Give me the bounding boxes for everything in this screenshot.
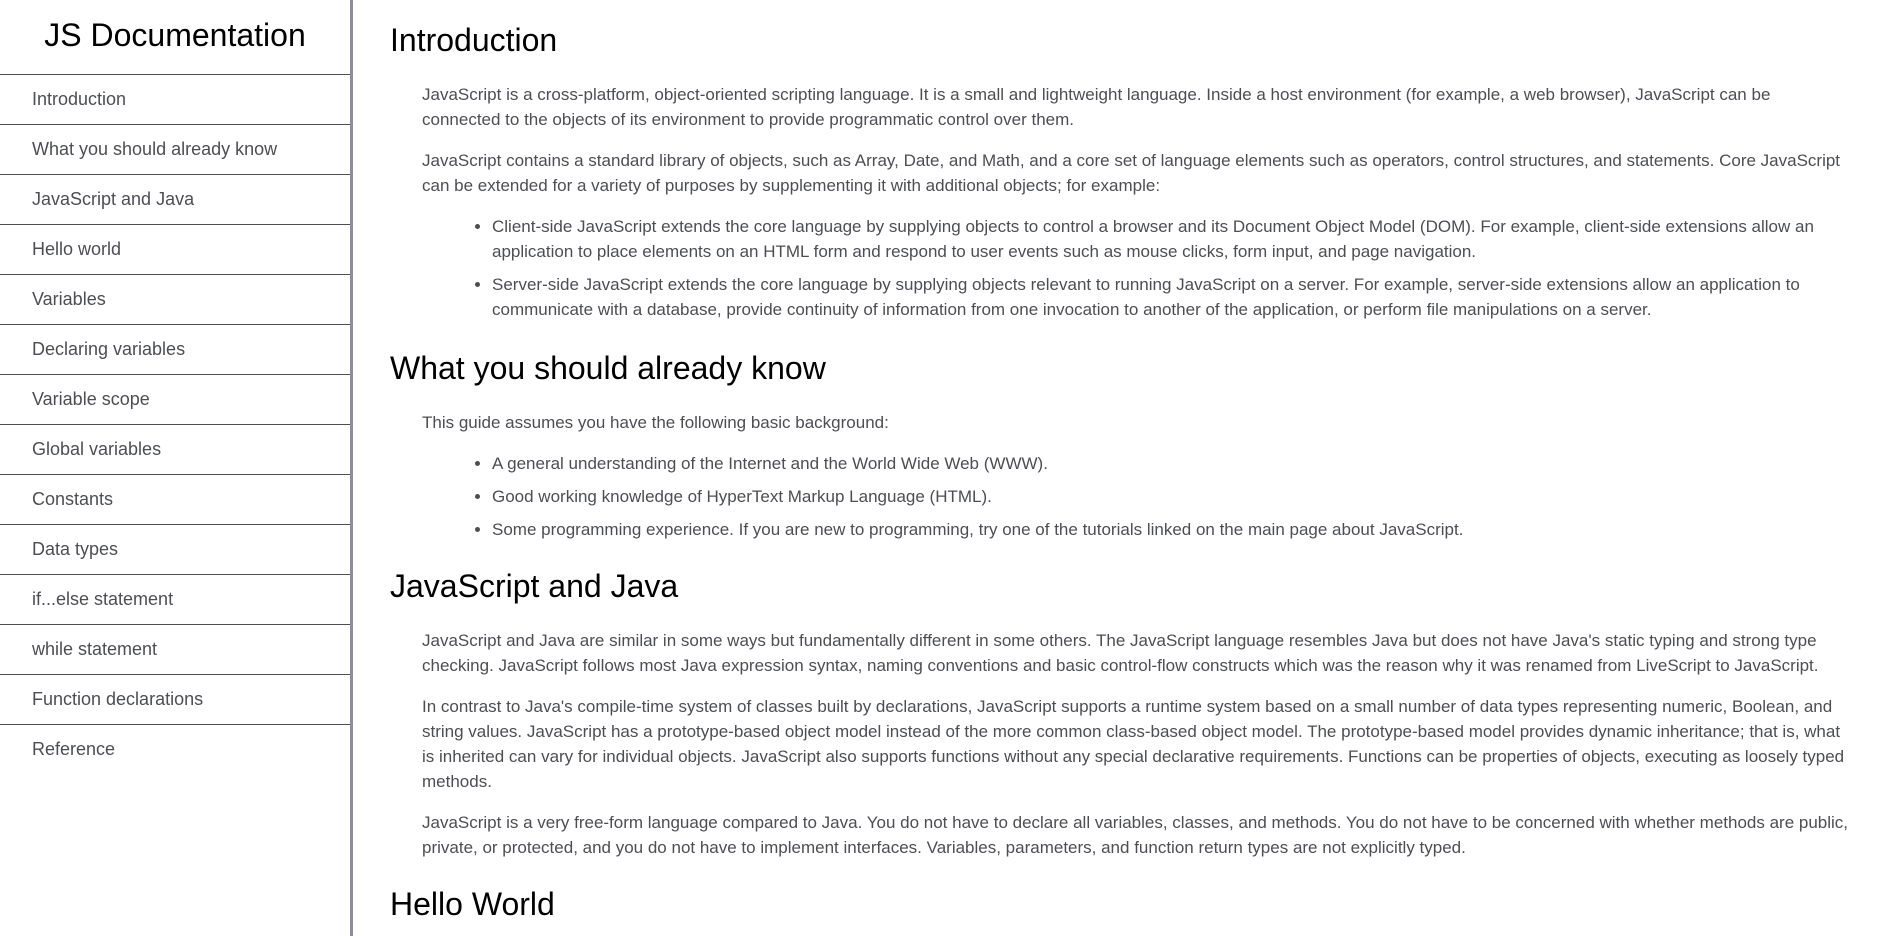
nav-item: while statement (0, 625, 350, 675)
paragraph: JavaScript is a very free-form language … (422, 813, 1849, 857)
section-title: Hello World (390, 886, 555, 922)
nav-item: Declaring variables (0, 325, 350, 375)
nav-link-function-declarations[interactable]: Function declarations (32, 689, 204, 709)
sidebar-nav: JS Documentation Introduction What you s… (0, 0, 353, 936)
nav-link-reference[interactable]: Reference (32, 739, 116, 759)
nav-item: Reference (0, 725, 350, 775)
list-item: Client-side JavaScript extends the core … (492, 214, 1850, 264)
bullet-list: Client-side JavaScript extends the core … (422, 214, 1850, 322)
nav-list: Introduction What you should already kno… (0, 75, 350, 775)
section-hello-world: Hello World (390, 884, 1850, 924)
section-title: What you should already know (390, 350, 826, 386)
nav-item: What you should already know (0, 125, 350, 175)
section-content: JavaScript and Java are similar in some … (390, 606, 1850, 860)
nav-link-while-statement[interactable]: while statement (32, 639, 158, 659)
nav-link-if-else-statement[interactable]: if...else statement (32, 589, 174, 609)
nav-item: Global variables (0, 425, 350, 475)
nav-item: Data types (0, 525, 350, 575)
paragraph: JavaScript and Java are similar in some … (422, 631, 1819, 675)
list-item: Good working knowledge of HyperText Mark… (492, 484, 1850, 509)
nav-link-constants[interactable]: Constants (32, 489, 114, 509)
paragraph: In contrast to Java's compile-time syste… (422, 697, 1845, 791)
paragraph: JavaScript contains a standard library o… (422, 151, 1841, 195)
paragraph: This guide assumes you have the followin… (422, 413, 889, 432)
nav-item: Introduction (0, 75, 350, 125)
main-doc: Introduction JavaScript is a cross-platf… (390, 0, 1850, 936)
list-item: A general understanding of the Internet … (492, 451, 1850, 476)
nav-link-variable-scope[interactable]: Variable scope (32, 389, 150, 409)
list-item: Server-side JavaScript extends the core … (492, 272, 1850, 322)
paragraph: JavaScript is a cross-platform, object-o… (422, 85, 1771, 129)
section-content: This guide assumes you have the followin… (390, 388, 1850, 542)
nav-item: if...else statement (0, 575, 350, 625)
nav-item: Constants (0, 475, 350, 525)
list-item: Some programming experience. If you are … (492, 517, 1850, 542)
section-content: JavaScript is a cross-platform, object-o… (390, 60, 1850, 322)
section-title: Introduction (390, 22, 558, 58)
bullet-list: A general understanding of the Internet … (422, 451, 1850, 542)
section-what-you-should-already-know: What you should already know This guide … (390, 348, 1850, 552)
nav-link-variables[interactable]: Variables (32, 289, 106, 309)
section-title: JavaScript and Java (390, 568, 679, 604)
nav-item: Function declarations (0, 675, 350, 725)
section-javascript-and-java: JavaScript and Java JavaScript and Java … (390, 566, 1850, 876)
nav-item: JavaScript and Java (0, 175, 350, 225)
nav-title: JS Documentation (0, 0, 350, 75)
nav-link-javascript-and-java[interactable]: JavaScript and Java (32, 189, 195, 209)
section-introduction: Introduction JavaScript is a cross-platf… (390, 20, 1850, 332)
nav-link-what-you-should-already-know[interactable]: What you should already know (32, 139, 278, 159)
nav-item: Hello world (0, 225, 350, 275)
nav-link-data-types[interactable]: Data types (32, 539, 119, 559)
nav-item: Variable scope (0, 375, 350, 425)
nav-link-hello-world[interactable]: Hello world (32, 239, 122, 259)
nav-link-declaring-variables[interactable]: Declaring variables (32, 339, 186, 359)
nav-item: Variables (0, 275, 350, 325)
nav-link-introduction[interactable]: Introduction (32, 89, 127, 109)
nav-link-global-variables[interactable]: Global variables (32, 439, 162, 459)
